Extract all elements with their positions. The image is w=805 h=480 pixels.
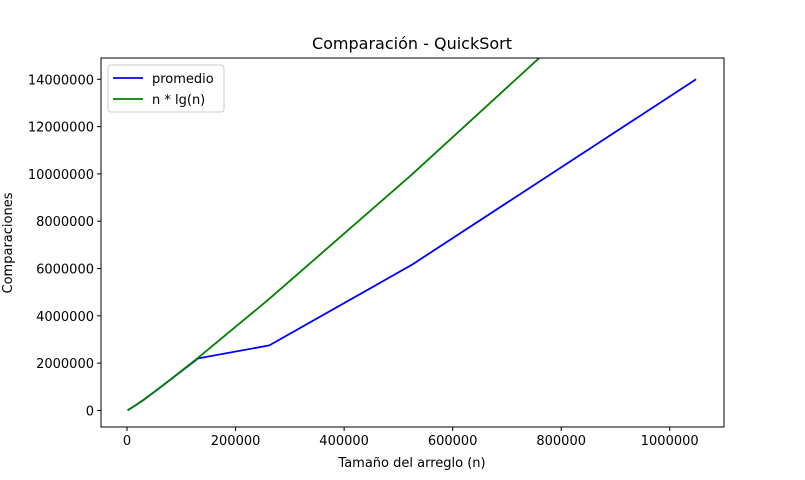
plot-area	[127, 58, 697, 412]
x-tick-label: 800000	[536, 434, 586, 449]
chart-title: Comparación - QuickSort	[312, 34, 512, 53]
x-tick-label: 1000000	[641, 434, 699, 449]
y-tick-label: 6000000	[36, 263, 94, 278]
y-tick-label: 10000000	[28, 168, 94, 183]
legend-box	[107, 64, 225, 113]
x-tick-label: 400000	[319, 434, 369, 449]
y-tick-label: 12000000	[28, 121, 94, 136]
legend-label: promedio	[152, 72, 214, 87]
y-tick-label: 14000000	[28, 73, 94, 88]
y-tick-label: 2000000	[36, 357, 94, 372]
legend-label: n * lg(n)	[152, 93, 205, 108]
x-tick-label: 600000	[428, 434, 478, 449]
x-tick-label: 200000	[211, 434, 261, 449]
y-tick-label: 0	[86, 404, 94, 419]
legend: promedio n * lg(n)	[107, 64, 225, 113]
x-axis-title: Tamaño del arreglo (n)	[337, 456, 485, 471]
plot-frame	[100, 57, 725, 428]
x-tick-label: 0	[123, 434, 131, 449]
y-tick-label: 4000000	[36, 310, 94, 325]
y-tick-label: 8000000	[36, 215, 94, 230]
series-line-nlgn	[127, 58, 541, 411]
y-axis-title: Comparaciones	[1, 192, 16, 293]
